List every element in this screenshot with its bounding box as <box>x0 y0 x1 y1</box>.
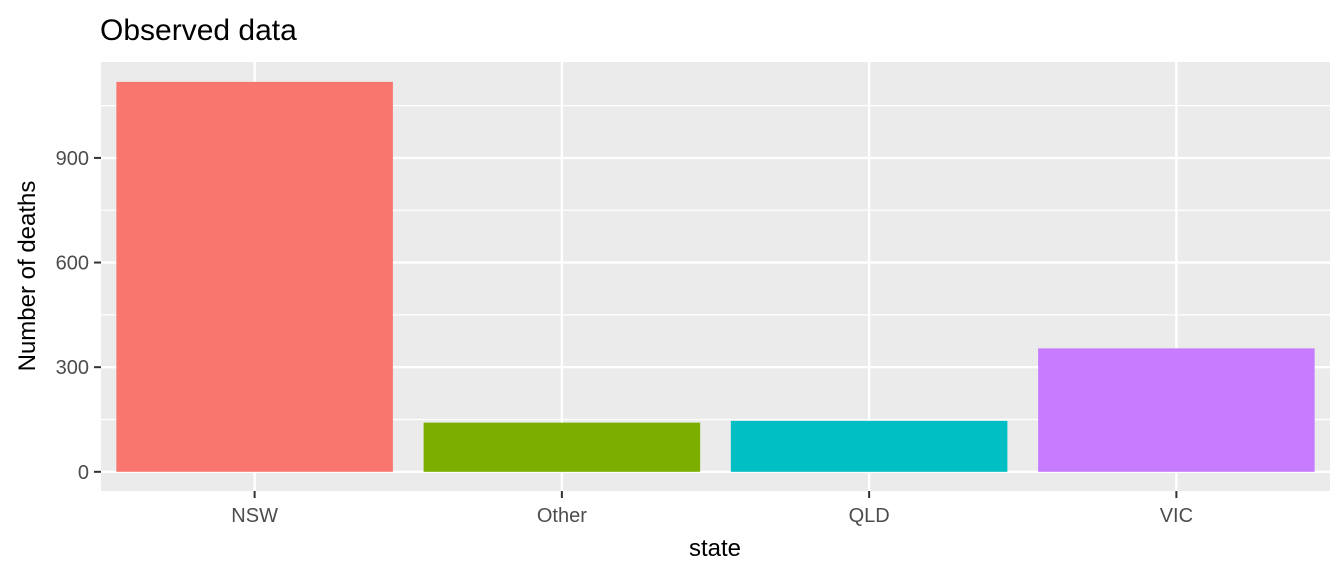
x-axis-title: state <box>689 535 741 562</box>
x-tick-label: VIC <box>1160 505 1193 527</box>
bar-qld <box>730 420 1008 472</box>
bar-nsw <box>116 81 393 472</box>
bar-other <box>423 422 701 472</box>
chart-title: Observed data <box>100 14 297 47</box>
y-tick-label: 300 <box>56 357 89 379</box>
x-tick-label: Other <box>537 505 587 527</box>
y-tick-label: 0 <box>78 462 89 484</box>
bars <box>116 81 1315 472</box>
x-axis: NSW Other QLD VIC <box>231 491 1193 527</box>
bar-vic <box>1038 348 1315 472</box>
y-tick-label: 600 <box>56 253 89 275</box>
y-axis-title: Number of deaths <box>14 181 41 372</box>
x-tick-label: NSW <box>231 505 278 527</box>
y-tick-label: 900 <box>56 148 89 170</box>
y-axis: 0 300 600 900 <box>56 148 101 484</box>
x-tick-label: QLD <box>849 505 890 527</box>
